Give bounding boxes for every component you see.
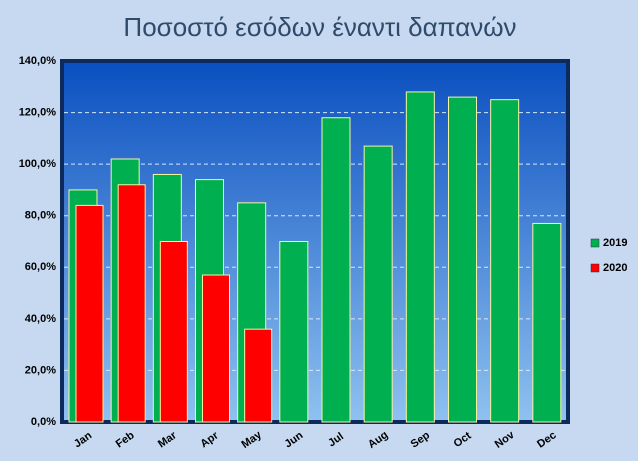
chart-title: Ποσοστό εσόδων έναντι δαπανών xyxy=(123,12,516,42)
y-tick-label: 140,0% xyxy=(19,55,57,67)
legend-label: 2019 xyxy=(603,237,627,249)
bar xyxy=(202,274,230,423)
bar xyxy=(490,99,520,423)
legend-label: 2020 xyxy=(603,262,627,274)
y-tick-label: 80,0% xyxy=(25,210,56,222)
bar xyxy=(405,91,435,423)
y-tick-label: 100,0% xyxy=(19,158,57,170)
plot-area xyxy=(60,59,570,424)
y-tick-label: 0,0% xyxy=(31,416,56,428)
bar xyxy=(117,184,146,423)
bar xyxy=(244,328,273,423)
bar xyxy=(532,222,562,423)
bar xyxy=(448,96,477,423)
bar xyxy=(363,145,393,423)
y-tick-label: 20,0% xyxy=(25,364,56,376)
bar xyxy=(279,241,309,423)
y-tick-label: 60,0% xyxy=(25,261,56,273)
y-tick-label: 120,0% xyxy=(19,106,57,118)
legend-swatch xyxy=(590,238,600,248)
bar xyxy=(75,204,104,423)
y-tick-label: 40,0% xyxy=(25,313,56,325)
bar xyxy=(159,241,188,423)
legend-swatch xyxy=(590,263,600,273)
bar xyxy=(321,117,351,423)
